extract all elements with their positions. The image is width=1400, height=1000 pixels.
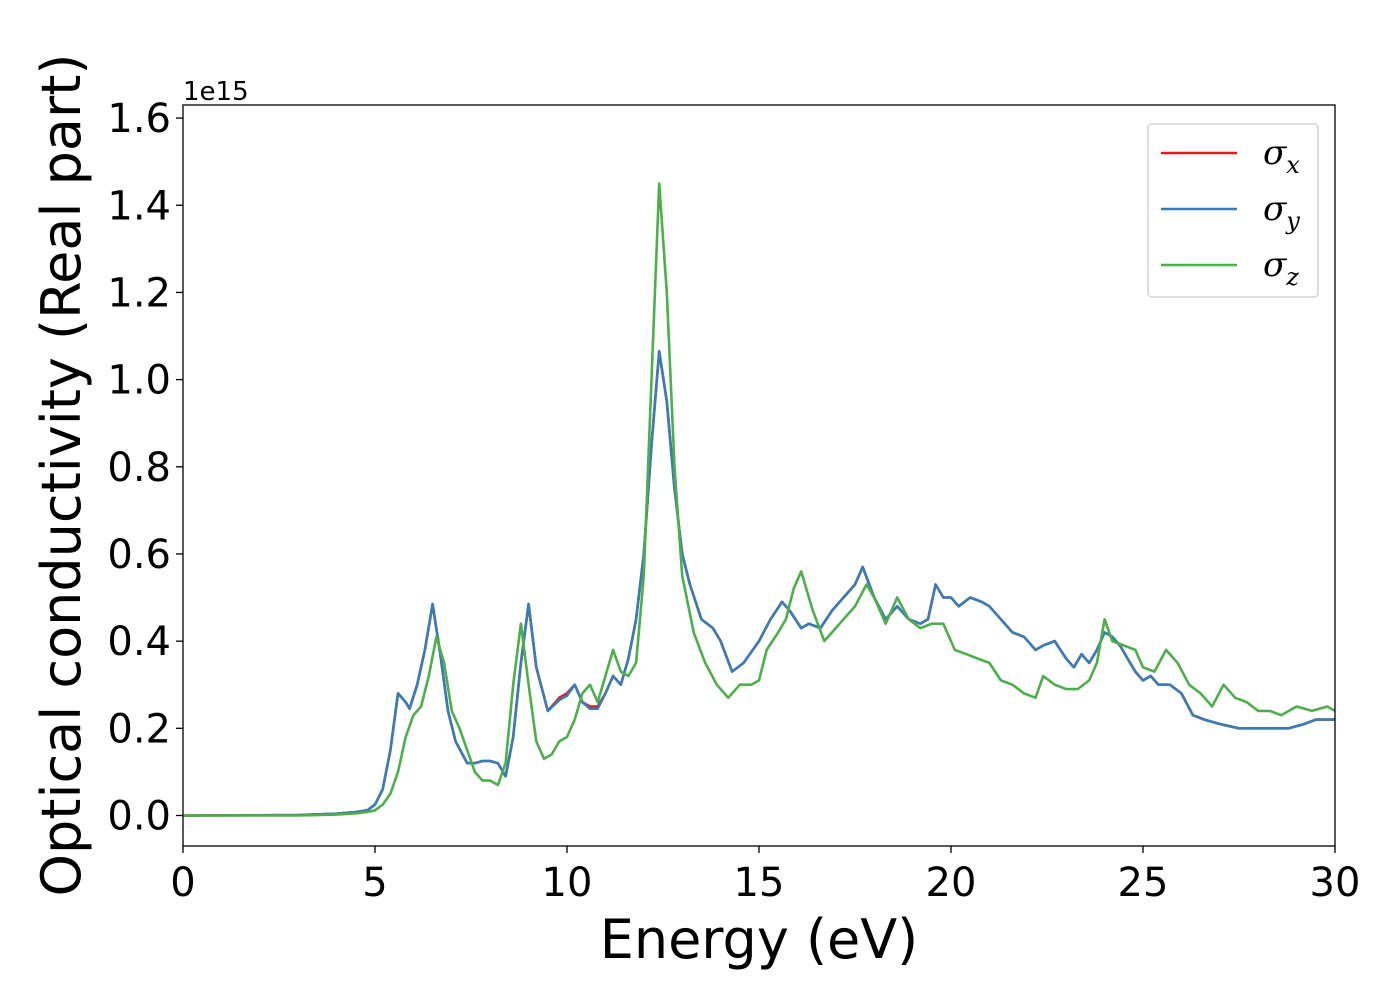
y-tick-label: 0.4 bbox=[107, 619, 171, 665]
y-tick-label: 1.0 bbox=[107, 358, 171, 404]
legend: σx σy σz bbox=[1147, 123, 1319, 298]
x-tick-label: 10 bbox=[542, 860, 593, 906]
y-tick-label: 1.2 bbox=[107, 270, 171, 316]
x-axis-title: Energy (eV) bbox=[600, 908, 919, 971]
y-tick-label: 0.0 bbox=[107, 793, 171, 839]
series-layer bbox=[183, 182, 1335, 817]
series-line-x bbox=[183, 349, 1335, 817]
x-tick-label: 25 bbox=[1118, 860, 1169, 906]
y-axis: 0.0 0.2 0.4 0.6 0.8 1.0 1.2 1.4 1.6 bbox=[107, 96, 183, 839]
x-tick-label: 20 bbox=[926, 860, 977, 906]
legend-label-x: σx bbox=[1263, 133, 1300, 179]
x-axis: 0 5 10 15 20 25 30 bbox=[170, 846, 1360, 906]
x-tick-label: 5 bbox=[362, 860, 387, 906]
series-line-y bbox=[183, 349, 1335, 817]
x-tick-label: 0 bbox=[170, 860, 195, 906]
y-tick-label: 1.4 bbox=[107, 183, 171, 229]
y-tick-label: 0.8 bbox=[107, 445, 171, 491]
y-tick-label: 0.2 bbox=[107, 706, 171, 752]
y-axis-title: Optical conductivity (Real part) bbox=[30, 54, 93, 897]
legend-label-y: σy bbox=[1263, 189, 1300, 235]
x-tick-label: 30 bbox=[1310, 860, 1361, 906]
legend-box bbox=[1147, 123, 1319, 298]
series-line-z bbox=[183, 182, 1335, 817]
legend-label-z: σz bbox=[1263, 245, 1299, 291]
y-tick-label: 1.6 bbox=[107, 96, 171, 142]
x-tick-label: 15 bbox=[734, 860, 785, 906]
y-tick-label: 0.6 bbox=[107, 532, 171, 578]
y-offset-label: 1e15 bbox=[183, 77, 249, 107]
